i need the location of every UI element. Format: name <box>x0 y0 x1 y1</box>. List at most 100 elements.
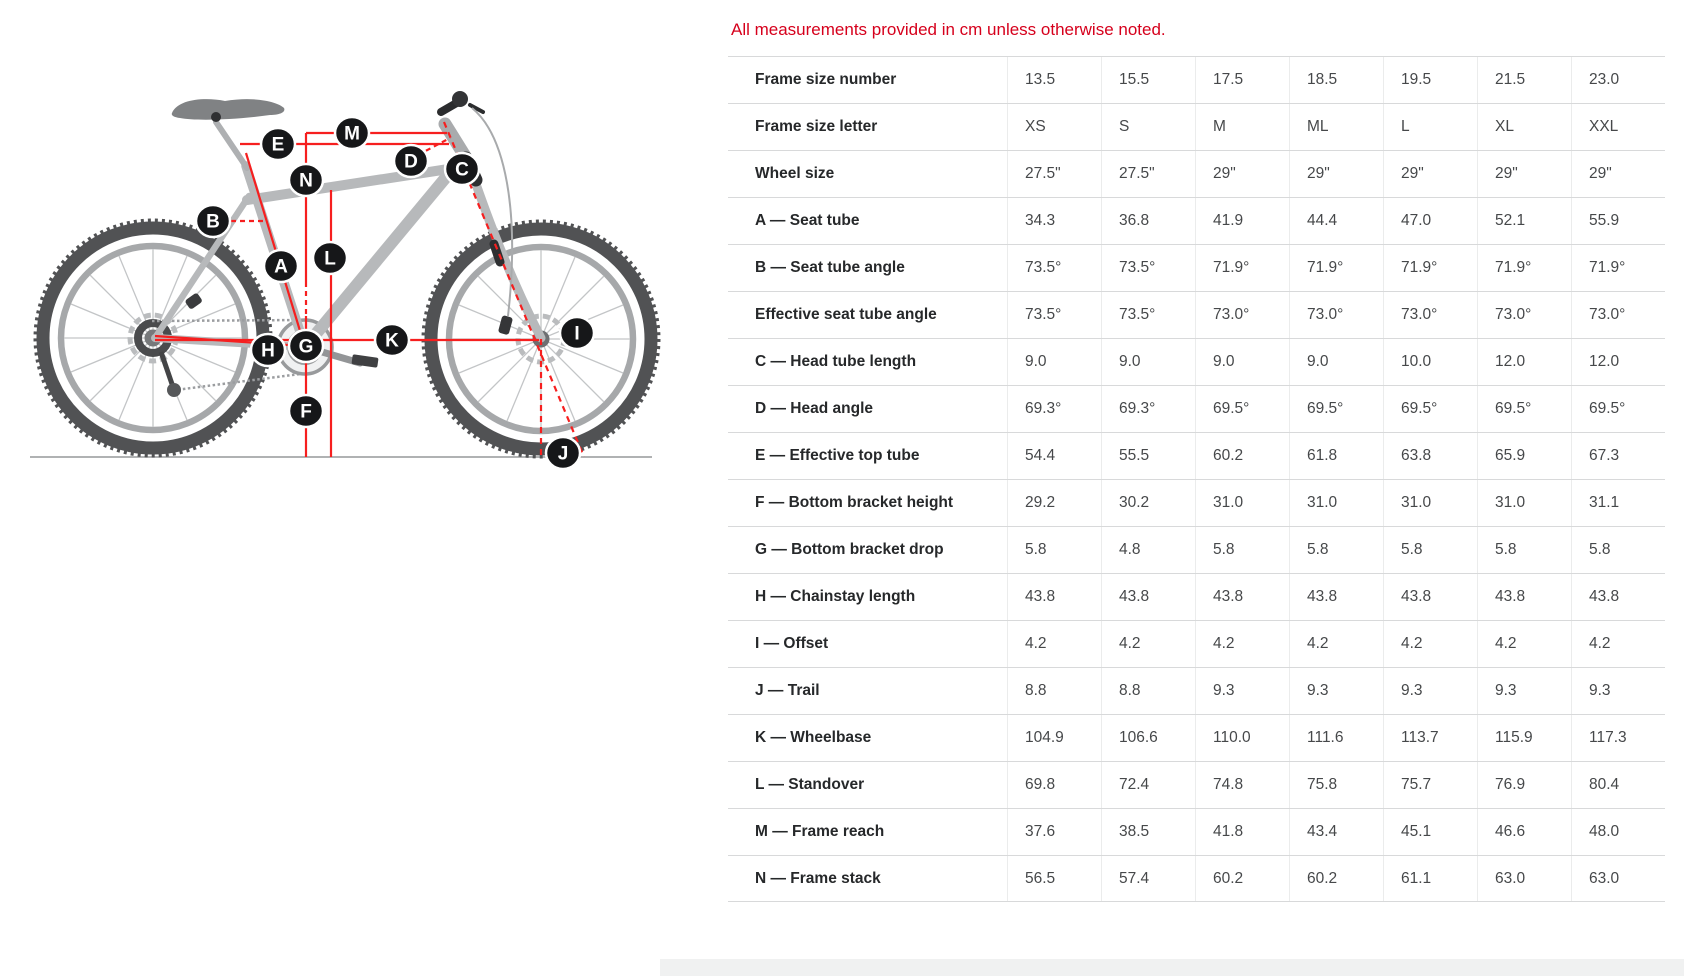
cell-value: 8.8 <box>1007 668 1101 714</box>
cell-value: 43.8 <box>1571 574 1665 620</box>
diagram-label-F: F <box>287 393 325 429</box>
diagram-label-J: J <box>544 435 582 470</box>
row-label: E — Effective top tube <box>755 447 920 464</box>
cell-value: 72.4 <box>1101 762 1195 808</box>
table-row: G — Bottom bracket drop 5.8 4.8 5.8 5.8 5.8 5.… <box>728 526 1665 573</box>
cell-value: 12.0 <box>1477 339 1571 385</box>
table-row: M — Frame reach 37.6 38.5 41.8 43.4 45.1 46.6 4… <box>728 808 1665 855</box>
cell-value: 41.8 <box>1195 809 1289 855</box>
saddle <box>171 99 285 120</box>
cell-value: 19.5 <box>1383 57 1477 103</box>
brake-cable <box>471 107 514 317</box>
cell-value: 69.5° <box>1571 386 1665 432</box>
cell-value: 10.0 <box>1383 339 1477 385</box>
cell-value: 36.8 <box>1101 198 1195 244</box>
cell-value: 38.5 <box>1101 809 1195 855</box>
components <box>171 91 514 368</box>
cell-value: ML <box>1289 104 1383 150</box>
table-row: L — Standover 69.8 72.4 74.8 75.8 75.7 76.9 80.… <box>728 761 1665 808</box>
cell-value: 71.9° <box>1571 245 1665 291</box>
row-label: A — Seat tube <box>755 212 860 229</box>
fork-boot <box>489 239 505 267</box>
cell-value: 73.5° <box>1007 292 1101 338</box>
cell-value: 69.5° <box>1195 386 1289 432</box>
diagram-label-G: G <box>287 328 325 364</box>
row-label: M — Frame reach <box>755 823 885 840</box>
cell-value: 76.9 <box>1477 762 1571 808</box>
cell-value: 8.8 <box>1101 668 1195 714</box>
cell-value: 73.5° <box>1101 245 1195 291</box>
cell-value: 9.3 <box>1477 668 1571 714</box>
cell-value: 63.0 <box>1477 856 1571 901</box>
svg-text:B: B <box>206 212 220 233</box>
table-row: Wheel size 27.5" 27.5" 29" 29" 29" 29" 29" <box>728 150 1665 197</box>
row-label: L — Standover <box>755 776 865 793</box>
cell-value: 65.9 <box>1477 433 1571 479</box>
cell-value: 9.3 <box>1571 668 1665 714</box>
seatpost <box>213 119 250 171</box>
cell-value: 5.8 <box>1383 527 1477 573</box>
diagram-label-B: B <box>194 203 232 239</box>
cell-value: 60.2 <box>1195 433 1289 479</box>
saddle-clamp <box>211 112 221 122</box>
cell-value: 9.3 <box>1383 668 1477 714</box>
rear-derailleur <box>158 351 175 385</box>
cell-value: 63.8 <box>1383 433 1477 479</box>
cell-value: 46.6 <box>1477 809 1571 855</box>
rear-brake-caliper <box>185 293 202 309</box>
cell-value: 43.8 <box>1007 574 1101 620</box>
cell-value: XL <box>1477 104 1571 150</box>
cell-value: 12.0 <box>1571 339 1665 385</box>
table-row: Frame size letter XS S M ML L XL XXL <box>728 103 1665 150</box>
cell-value: 18.5 <box>1289 57 1383 103</box>
svg-text:L: L <box>324 249 336 270</box>
row-label: F — Bottom bracket height <box>755 494 954 511</box>
measurements-note: All measurements provided in cm unless o… <box>731 20 1166 39</box>
svg-text:I: I <box>574 324 579 345</box>
svg-text:F: F <box>300 402 312 423</box>
cell-value: 117.3 <box>1571 715 1665 761</box>
cell-value: 63.0 <box>1571 856 1665 901</box>
cell-value: 5.8 <box>1477 527 1571 573</box>
cell-value: 29" <box>1383 151 1477 197</box>
cell-value: 29" <box>1289 151 1383 197</box>
diagram-label-L: L <box>311 240 349 276</box>
cell-value: 29.2 <box>1007 480 1101 526</box>
diagram-label-C: C <box>443 151 481 187</box>
cell-value: 73.5° <box>1101 292 1195 338</box>
table-row: K — Wheelbase 104.9 106.6 110.0 111.6 113.7 11… <box>728 714 1665 761</box>
diagram-label-K: K <box>373 322 411 358</box>
cell-value: 80.4 <box>1571 762 1665 808</box>
cell-value: 9.0 <box>1195 339 1289 385</box>
cell-value: 69.5° <box>1383 386 1477 432</box>
cell-value: 34.3 <box>1007 198 1101 244</box>
row-label: Frame size number <box>755 71 897 88</box>
svg-text:C: C <box>455 160 469 181</box>
cell-value: 30.2 <box>1101 480 1195 526</box>
front-brake-caliper <box>498 315 513 335</box>
cell-value: 115.9 <box>1477 715 1571 761</box>
cell-value: 5.8 <box>1007 527 1101 573</box>
line-D-head-angle-tick <box>417 137 451 156</box>
table-row: Frame size number 13.5 15.5 17.5 18.5 19.5 21.… <box>728 56 1665 103</box>
cell-value: 104.9 <box>1007 715 1101 761</box>
cell-value: 9.0 <box>1007 339 1101 385</box>
table-row: A — Seat tube 34.3 36.8 41.9 44.4 47.0 52.1 55.… <box>728 197 1665 244</box>
table-row: B — Seat tube angle 73.5° 73.5° 71.9° 71.9° 7… <box>728 244 1665 291</box>
cell-value: 75.8 <box>1289 762 1383 808</box>
seatstay <box>151 192 253 342</box>
cell-value: 29" <box>1477 151 1571 197</box>
cell-value: 21.5 <box>1477 57 1571 103</box>
cell-value: 4.2 <box>1477 621 1571 667</box>
table-row: H — Chainstay length 43.8 43.8 43.8 43.8 43.8… <box>728 573 1665 620</box>
table-row: F — Bottom bracket height 29.2 30.2 31.0 31.… <box>728 479 1665 526</box>
cell-value: 71.9° <box>1383 245 1477 291</box>
diagram-label-layer: A B C D E F G H I J K L M N <box>194 115 596 470</box>
cell-value: 73.0° <box>1195 292 1289 338</box>
diagram-label-A: A <box>262 248 300 284</box>
cell-value: 13.5 <box>1007 57 1101 103</box>
row-label: Effective seat tube angle <box>755 306 937 323</box>
cell-value: 4.8 <box>1101 527 1195 573</box>
diagram-label-D: D <box>392 143 430 179</box>
svg-text:J: J <box>558 444 569 465</box>
